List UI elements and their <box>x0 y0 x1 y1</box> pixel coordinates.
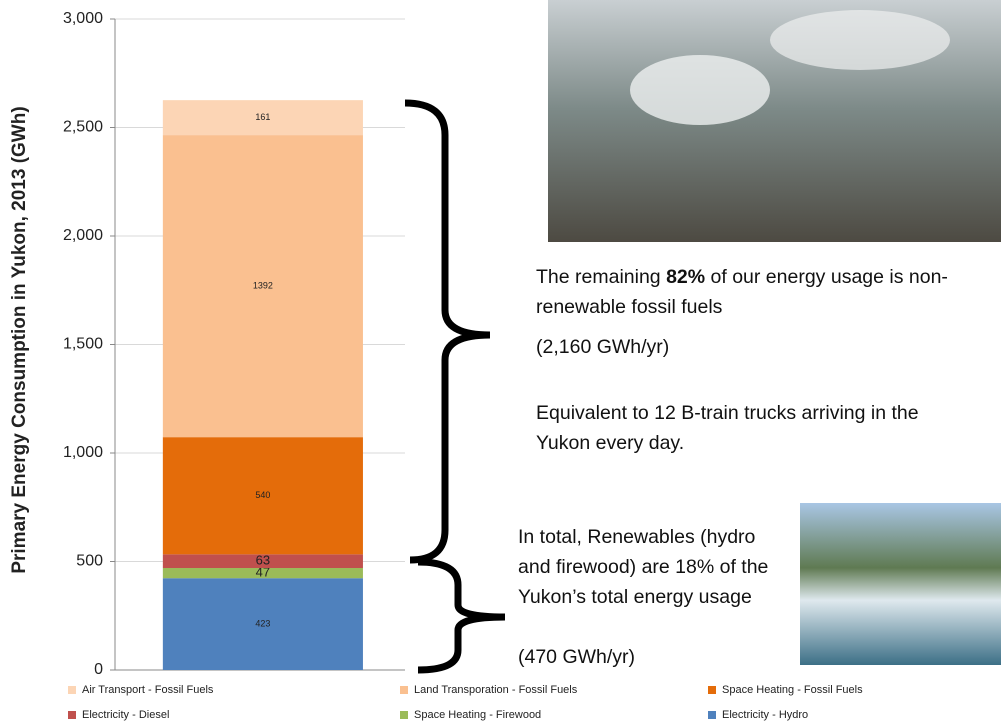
photo-steam <box>770 10 950 70</box>
y-tick-label: 0 <box>94 661 103 678</box>
legend-label: Electricity - Diesel <box>82 709 169 721</box>
y-tick-label: 1,500 <box>63 336 103 353</box>
note-highlight: 82% <box>666 266 705 288</box>
y-tick-label: 1,000 <box>63 444 103 461</box>
y-tick-label: 2,000 <box>63 227 103 244</box>
legend-swatch <box>400 711 408 719</box>
legend-label: Air Transport - Fossil Fuels <box>82 684 214 696</box>
brace-fossil <box>405 103 490 560</box>
data-label: 423 <box>255 618 270 628</box>
data-label: 63 <box>256 553 270 568</box>
y-tick-label: 500 <box>76 553 103 570</box>
note-text: The remaining <box>536 266 666 288</box>
photo-steam <box>630 55 770 125</box>
y-axis-label: Primary Energy Consumption in Yukon, 201… <box>9 106 30 573</box>
legend-swatch <box>708 711 716 719</box>
fossil-total: (2,160 GWh/yr) <box>536 332 669 362</box>
legend-label: Land Transporation - Fossil Fuels <box>414 684 578 696</box>
trucks-note: Equivalent to 12 B-train trucks arriving… <box>536 398 976 458</box>
renewables-note: In total, Renewables (hydro and firewood… <box>518 522 793 612</box>
legend-swatch <box>708 686 716 694</box>
chart: Primary Energy Consumption in Yukon, 201… <box>0 0 1001 723</box>
legend-swatch <box>68 686 76 694</box>
data-label: 161 <box>255 112 270 122</box>
legend-label: Space Heating - Firewood <box>414 709 541 721</box>
legend-swatch <box>68 711 76 719</box>
legend-label: Electricity - Hydro <box>722 709 808 721</box>
page: Primary Energy Consumption in Yukon, 201… <box>0 0 1001 723</box>
renewables-total: (470 GWh/yr) <box>518 642 635 672</box>
data-label: 540 <box>255 490 270 500</box>
legend-swatch <box>400 686 408 694</box>
data-label: 1392 <box>253 281 273 291</box>
legend-label: Space Heating - Fossil Fuels <box>722 684 863 696</box>
photo-dam <box>800 503 1001 665</box>
fossil-note: The remaining 82% of our energy usage is… <box>536 262 976 322</box>
brace-renewable <box>418 562 505 670</box>
y-tick-label: 2,500 <box>63 119 103 136</box>
y-tick-label: 3,000 <box>63 10 103 27</box>
